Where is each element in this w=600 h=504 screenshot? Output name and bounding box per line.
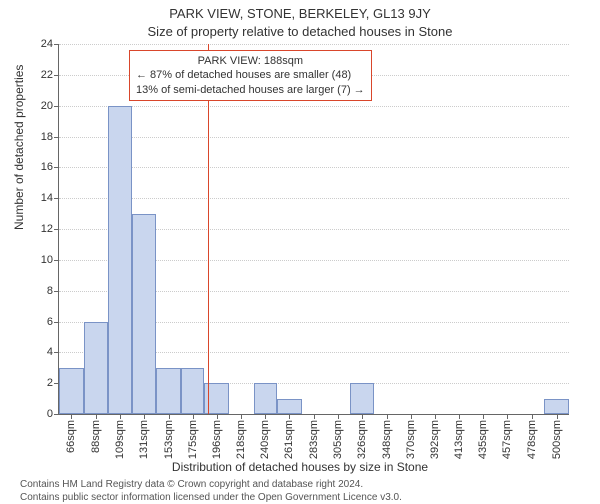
y-tick-mark <box>54 291 59 292</box>
x-tick-label: 196sqm <box>211 420 223 459</box>
x-tick-mark <box>314 414 315 419</box>
y-tick-label: 18 <box>41 131 53 143</box>
x-tick-mark <box>557 414 558 419</box>
x-tick-label: 370sqm <box>405 420 417 459</box>
x-tick-mark <box>338 414 339 419</box>
address-title: PARK VIEW, STONE, BERKELEY, GL13 9JY <box>0 6 600 21</box>
y-tick-label: 24 <box>41 38 53 50</box>
x-tick-mark <box>265 414 266 419</box>
footer-attribution: Contains HM Land Registry data © Crown c… <box>20 478 402 504</box>
y-tick-mark <box>54 322 59 323</box>
y-tick-label: 12 <box>41 223 53 235</box>
y-tick-label: 6 <box>47 316 53 328</box>
x-tick-mark <box>387 414 388 419</box>
x-tick-label: 348sqm <box>381 420 393 459</box>
x-tick-label: 261sqm <box>283 420 295 459</box>
x-tick-label: 283sqm <box>308 420 320 459</box>
x-tick-label: 131sqm <box>138 420 150 459</box>
y-tick-mark <box>54 106 59 107</box>
x-tick-mark <box>193 414 194 419</box>
grid-line <box>59 106 569 107</box>
x-tick-label: 240sqm <box>259 420 271 459</box>
x-tick-mark <box>435 414 436 419</box>
x-tick-mark <box>96 414 97 419</box>
y-tick-mark <box>54 198 59 199</box>
y-tick-mark <box>54 167 59 168</box>
x-tick-label: 153sqm <box>163 420 175 459</box>
x-tick-label: 413sqm <box>453 420 465 459</box>
histogram-bar <box>181 368 204 414</box>
y-tick-mark <box>54 137 59 138</box>
x-tick-label: 435sqm <box>477 420 489 459</box>
histogram-bar <box>254 383 277 414</box>
footer-line-1: Contains HM Land Registry data © Crown c… <box>20 478 402 491</box>
annotation-line: ← 87% of detached houses are smaller (48… <box>136 68 365 82</box>
x-tick-label: 218sqm <box>235 420 247 459</box>
histogram-bar <box>544 399 569 414</box>
y-tick-mark <box>54 260 59 261</box>
annotation-box: PARK VIEW: 188sqm← 87% of detached house… <box>129 50 372 101</box>
y-tick-label: 0 <box>47 408 53 420</box>
y-tick-mark <box>54 352 59 353</box>
x-tick-mark <box>289 414 290 419</box>
y-tick-mark <box>54 75 59 76</box>
histogram-bar <box>132 214 157 414</box>
annotation-line: PARK VIEW: 188sqm <box>136 54 365 68</box>
y-tick-mark <box>54 44 59 45</box>
x-tick-mark <box>362 414 363 419</box>
y-tick-mark <box>54 414 59 415</box>
x-tick-label: 478sqm <box>526 420 538 459</box>
footer-line-2: Contains public sector information licen… <box>20 491 402 504</box>
x-tick-label: 457sqm <box>501 420 513 459</box>
x-tick-label: 88sqm <box>90 420 102 453</box>
chart-container: PARK VIEW, STONE, BERKELEY, GL13 9JY Siz… <box>0 0 600 500</box>
annotation-line: 13% of semi-detached houses are larger (… <box>136 83 365 97</box>
x-tick-mark <box>217 414 218 419</box>
x-tick-label: 500sqm <box>551 420 563 459</box>
histogram-bar <box>108 106 131 414</box>
y-tick-label: 10 <box>41 254 53 266</box>
x-axis-title: Distribution of detached houses by size … <box>0 460 600 474</box>
y-tick-mark <box>54 229 59 230</box>
grid-line <box>59 198 569 199</box>
x-tick-mark <box>483 414 484 419</box>
x-tick-mark <box>144 414 145 419</box>
x-tick-mark <box>532 414 533 419</box>
y-axis-title: Number of detached properties <box>12 65 26 230</box>
histogram-bar <box>156 368 181 414</box>
x-tick-label: 109sqm <box>114 420 126 459</box>
grid-line <box>59 44 569 45</box>
grid-line <box>59 167 569 168</box>
plot-area: 02468101214161820222466sqm88sqm109sqm131… <box>58 44 569 415</box>
x-tick-mark <box>241 414 242 419</box>
chart-subtitle: Size of property relative to detached ho… <box>0 24 600 39</box>
x-tick-mark <box>169 414 170 419</box>
y-tick-label: 4 <box>47 346 53 358</box>
histogram-bar <box>59 368 84 414</box>
x-tick-mark <box>120 414 121 419</box>
x-tick-label: 305sqm <box>332 420 344 459</box>
x-tick-label: 392sqm <box>429 420 441 459</box>
x-tick-label: 66sqm <box>65 420 77 453</box>
histogram-bar <box>84 322 109 415</box>
y-tick-label: 20 <box>41 100 53 112</box>
x-tick-mark <box>507 414 508 419</box>
x-tick-label: 175sqm <box>187 420 199 459</box>
y-tick-label: 14 <box>41 192 53 204</box>
y-tick-label: 2 <box>47 377 53 389</box>
y-tick-label: 22 <box>41 69 53 81</box>
x-tick-mark <box>411 414 412 419</box>
x-tick-label: 326sqm <box>356 420 368 459</box>
histogram-bar <box>277 399 302 414</box>
histogram-bar <box>350 383 375 414</box>
y-tick-label: 8 <box>47 285 53 297</box>
x-tick-mark <box>459 414 460 419</box>
y-tick-label: 16 <box>41 161 53 173</box>
grid-line <box>59 137 569 138</box>
x-tick-mark <box>71 414 72 419</box>
